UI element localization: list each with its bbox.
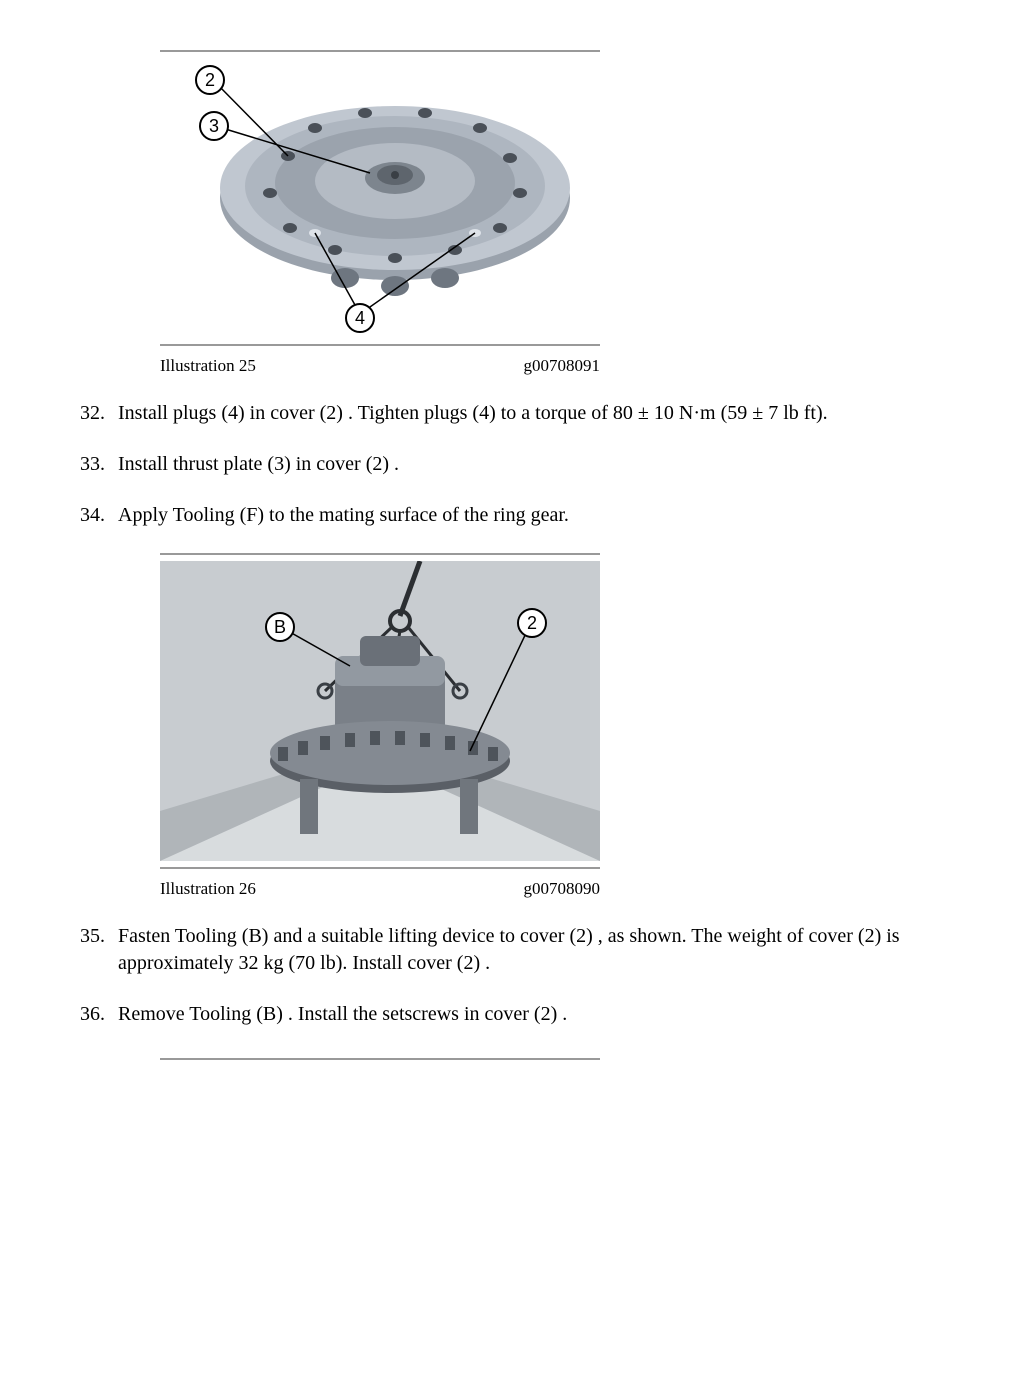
step-text: Install plugs (4) in cover (2) . Tighten… — [118, 400, 944, 427]
step-text: Install thrust plate (3) in cover (2) . — [118, 451, 944, 478]
step-34: 34. Apply Tooling (F) to the mating surf… — [80, 502, 944, 529]
step-number: 33. — [80, 451, 118, 478]
step-35: 35. Fasten Tooling (B) and a suitable li… — [80, 923, 944, 977]
step-number: 34. — [80, 502, 118, 529]
figure-26-image: B 2 — [160, 553, 600, 869]
svg-text:2: 2 — [205, 70, 215, 90]
step-33: 33. Install thrust plate (3) in cover (2… — [80, 451, 944, 478]
figure-25-caption-left: Illustration 25 — [160, 356, 256, 376]
figure-25-image: 2 3 4 — [160, 50, 600, 346]
figure-25-caption-right: g00708091 — [524, 356, 601, 376]
figure-26-caption-left: Illustration 26 — [160, 879, 256, 899]
figure-26-caption-right: g00708090 — [524, 879, 601, 899]
step-32: 32. Install plugs (4) in cover (2) . Tig… — [80, 400, 944, 427]
figure-26: B 2 Illustration 26 g00708090 — [160, 553, 944, 899]
steps-group-1: 32. Install plugs (4) in cover (2) . Tig… — [80, 400, 944, 529]
svg-text:4: 4 — [355, 308, 365, 328]
figure-25: 2 3 4 Illustration 25 g00708091 — [160, 50, 944, 376]
svg-text:2: 2 — [527, 613, 537, 633]
steps-group-2: 35. Fasten Tooling (B) and a suitable li… — [80, 923, 944, 1028]
svg-text:B: B — [274, 617, 286, 637]
figure-27-partial — [160, 1058, 944, 1060]
step-number: 32. — [80, 400, 118, 427]
svg-text:3: 3 — [209, 116, 219, 136]
step-number: 36. — [80, 1001, 118, 1028]
step-number: 35. — [80, 923, 118, 977]
step-text: Apply Tooling (F) to the mating surface … — [118, 502, 944, 529]
step-text: Fasten Tooling (B) and a suitable liftin… — [118, 923, 944, 977]
figure-26-caption: Illustration 26 g00708090 — [160, 869, 600, 899]
figure-25-caption: Illustration 25 g00708091 — [160, 346, 600, 376]
step-36: 36. Remove Tooling (B) . Install the set… — [80, 1001, 944, 1028]
figure-top-rule — [160, 1058, 600, 1060]
step-text: Remove Tooling (B) . Install the setscre… — [118, 1001, 944, 1028]
